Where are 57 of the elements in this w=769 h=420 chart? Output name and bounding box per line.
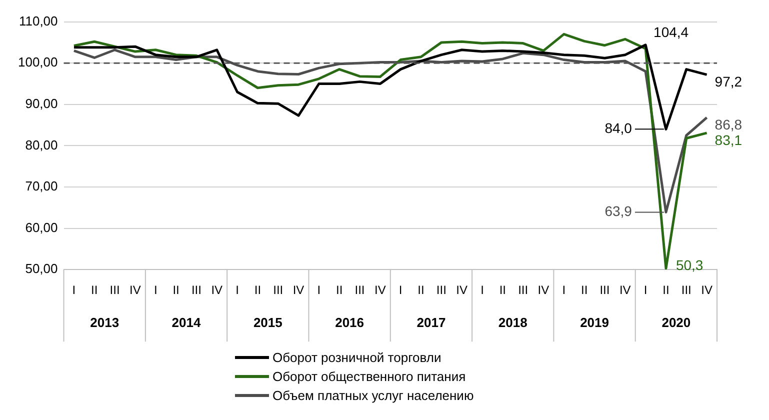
x-tick-label: II — [418, 283, 424, 298]
x-tick-label: III — [354, 283, 365, 298]
x-tick-label: III — [110, 283, 120, 298]
text: 2018 — [498, 315, 528, 330]
y-tick-label: 90,00 — [25, 96, 58, 111]
x-tick-label: II — [254, 283, 262, 298]
y-tick-label: 60,00 — [25, 220, 58, 235]
x-tick-label: I — [644, 283, 648, 298]
x-tick-label: II — [499, 283, 506, 298]
text: 2020 — [662, 315, 691, 330]
x-tick-label: IV — [292, 283, 304, 298]
text: 2016 — [335, 315, 364, 330]
x-tick-label: I — [236, 283, 239, 298]
y-tick-label: 110,00 — [18, 13, 58, 28]
data-label: 84,0 — [604, 120, 632, 136]
y-tick-label: 50,00 — [25, 261, 58, 276]
text: 2019 — [580, 315, 609, 330]
x-tick-label: I — [480, 283, 484, 298]
legend-label: Оборот общественного питания — [272, 368, 466, 386]
data-label: 104,4 — [654, 24, 689, 40]
data-label: 83,1 — [714, 132, 742, 148]
data-label: 86,8 — [714, 116, 742, 132]
x-tick-label: II — [91, 283, 98, 298]
x-tick-label: I — [398, 283, 402, 298]
data-label: 50,3 — [676, 257, 704, 274]
x-tick-label: IV — [701, 283, 712, 298]
x-tick-label: IV — [619, 283, 631, 298]
x-tick-label: IV — [130, 283, 141, 298]
x-tick-label: II — [172, 283, 180, 298]
y-tick-label: 100,00 — [18, 54, 58, 70]
x-tick-label: I — [562, 283, 566, 298]
text: 2014 — [172, 315, 202, 330]
y-tick-label: 70,00 — [25, 178, 58, 194]
x-tick-label: I — [154, 283, 158, 298]
x-tick-label: II — [662, 283, 670, 298]
x-tick-label: IV — [456, 283, 468, 298]
x-tick-label: I — [72, 283, 76, 298]
data-label: 63,9 — [604, 203, 632, 220]
x-tick-label: IV — [374, 283, 386, 298]
x-tick-label: III — [273, 283, 284, 298]
data-label: 97,2 — [714, 74, 742, 90]
x-tick-label: II — [580, 283, 588, 298]
x-tick-label: III — [436, 283, 446, 298]
x-tick-label: IV — [211, 283, 223, 298]
y-tick-label: 80,00 — [25, 137, 58, 152]
x-tick-label: III — [518, 283, 528, 298]
text: 2013 — [90, 315, 120, 330]
text: 2015 — [253, 315, 282, 330]
x-tick-label: II — [336, 283, 343, 298]
x-tick-label: I — [317, 283, 321, 298]
text: 2017 — [416, 315, 446, 330]
x-tick-label: III — [681, 283, 692, 298]
x-tick-label: III — [191, 283, 202, 298]
legend-label: Объем платных услуг населению — [272, 387, 474, 405]
x-tick-label: III — [600, 283, 610, 298]
x-tick-label: IV — [538, 283, 550, 298]
legend-label: Оборот розничной торговли — [272, 349, 442, 367]
